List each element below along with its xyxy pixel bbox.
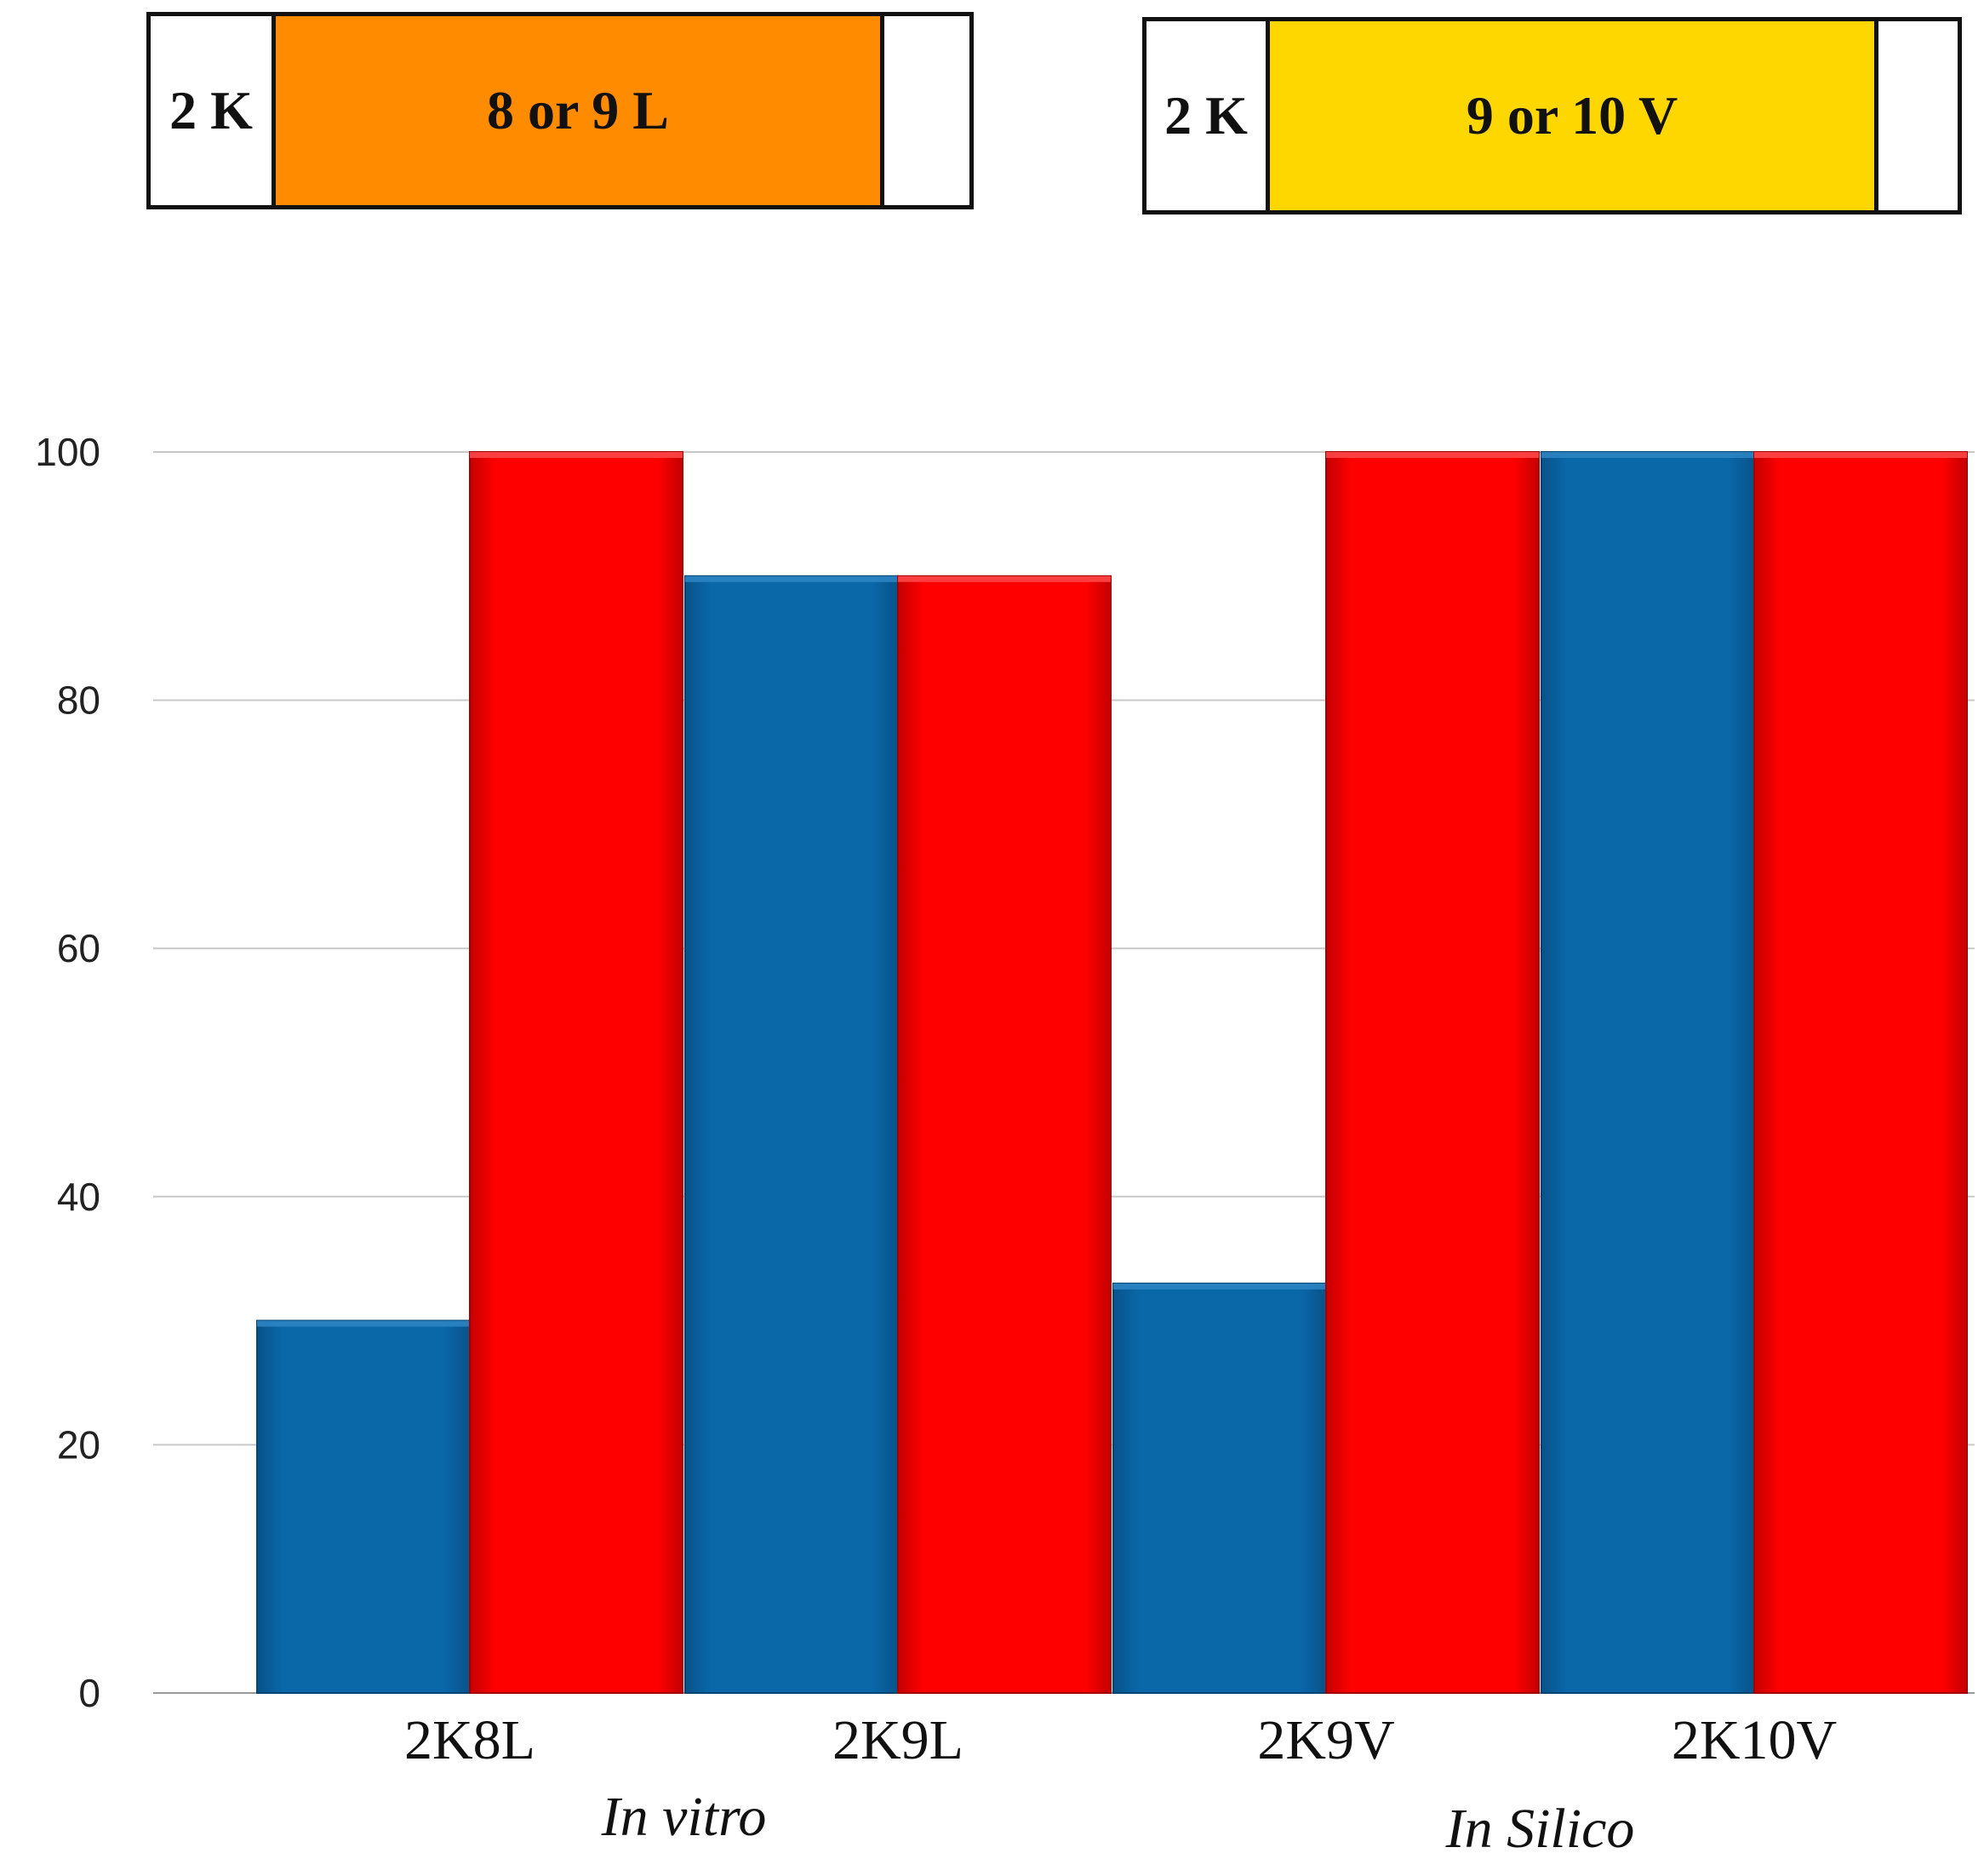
bar-top-highlight xyxy=(898,575,1111,582)
bar-2k9l-series-2 xyxy=(897,575,1112,1694)
schematic-valine: 2 K 9 or 10 V xyxy=(1142,17,1962,214)
bar-2k8l-series-1 xyxy=(256,1319,471,1694)
schematic-valine-k-label: 2 K xyxy=(1164,85,1248,146)
y-axis-ticks: 0 20 40 60 80 100 xyxy=(35,430,100,1715)
schematic-valine-main-segment: 9 or 10 V xyxy=(1266,21,1878,210)
schematic-leucine-main-segment: 8 or 9 L xyxy=(272,16,884,205)
bar-2k10v-series-2 xyxy=(1753,451,1968,1694)
bar-top-highlight xyxy=(1326,452,1539,458)
y-tick-label: 60 xyxy=(57,926,100,970)
y-tick-label: 0 xyxy=(78,1671,100,1715)
bar-2k9v-series-2 xyxy=(1325,451,1540,1694)
bar-top-highlight xyxy=(257,1320,470,1327)
bar-2k10v-series-1 xyxy=(1541,451,1755,1694)
bar-2k9l-series-1 xyxy=(684,575,899,1694)
x-group-label: In Silico xyxy=(1445,1798,1635,1860)
x-axis-category-labels: 2K8L 2K9L 2K9V 2K10V xyxy=(404,1709,1837,1771)
x-category-label: 2K9V xyxy=(1257,1709,1394,1771)
bar-2k9v-series-1 xyxy=(1112,1282,1327,1694)
x-axis-group-labels: In vitro In Silico xyxy=(601,1786,1635,1860)
x-group-label: In vitro xyxy=(601,1786,767,1848)
y-tick-label: 100 xyxy=(35,430,100,474)
bar-top-highlight xyxy=(1113,1283,1326,1290)
schematic-leucine-k-label: 2 K xyxy=(169,80,253,140)
bar-2k8l-series-2 xyxy=(469,451,683,1694)
bar-top-highlight xyxy=(1754,452,1967,458)
bar-top-highlight xyxy=(1541,452,1754,458)
bars xyxy=(256,451,1968,1694)
y-tick-label: 20 xyxy=(57,1422,100,1467)
bar-top-highlight xyxy=(470,452,683,458)
bar-top-highlight xyxy=(685,575,898,582)
schematic-leucine: 2 K 8 or 9 L xyxy=(146,12,974,209)
x-category-label: 2K8L xyxy=(404,1709,535,1771)
x-category-label: 2K10V xyxy=(1672,1709,1837,1771)
x-category-label: 2K9L xyxy=(832,1709,963,1771)
y-tick-label: 40 xyxy=(57,1175,100,1219)
y-tick-label: 80 xyxy=(57,678,100,723)
